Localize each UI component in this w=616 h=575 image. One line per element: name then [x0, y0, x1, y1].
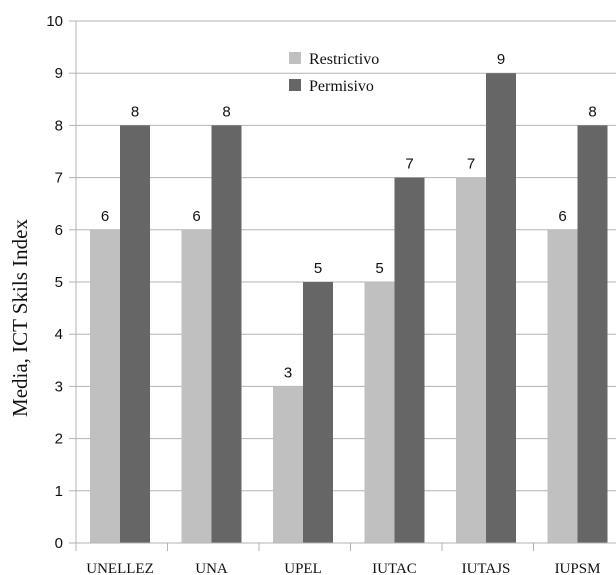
y-tick-label-2: 2	[55, 431, 63, 448]
data-label-restrictivo-iutajs: 7	[467, 156, 475, 173]
bar-permisivo-una	[211, 125, 242, 544]
bar-restrictivo-iupsm	[547, 229, 578, 544]
data-label-restrictivo-iutac: 5	[375, 260, 383, 277]
data-label-permisivo-una: 8	[222, 103, 230, 120]
x-category-label-iupsm: IUPSM	[555, 561, 601, 575]
y-tick-label-10: 10	[46, 13, 63, 30]
data-label-permisivo-unellez: 8	[131, 103, 139, 120]
x-category-label-unellez: UNELLEZ	[86, 561, 153, 575]
legend-swatch-restrictivo	[289, 52, 301, 64]
data-label-permisivo-iupsm: 8	[588, 103, 596, 120]
gridlines	[76, 20, 616, 544]
data-labels: 6 8 6 8 3 5 5 7 7 9 6 8	[101, 51, 597, 381]
legend: Restrictivo Permisivo	[289, 51, 379, 95]
data-label-restrictivo-upel: 3	[284, 364, 292, 381]
data-label-restrictivo-unellez: 6	[101, 208, 109, 225]
legend-label-restrictivo: Restrictivo	[309, 51, 379, 68]
bar-restrictivo-una	[181, 229, 212, 544]
y-tick-label-9: 9	[55, 65, 63, 82]
y-tick-label-8: 8	[55, 117, 63, 134]
bar-permisivo-unellez	[120, 125, 150, 544]
x-category-label-upel: UPEL	[284, 561, 322, 575]
x-category-label-iutac: IUTAC	[372, 561, 417, 575]
y-tick-label-0: 0	[55, 535, 63, 552]
y-tick-label-7: 7	[55, 170, 63, 187]
axes: 0 1 2 3 4 5 6 7 8 9 10 UNELLEZ UNA UPEL IUTAC IUTAJS IUP…	[46, 13, 616, 575]
y-tick-label-5: 5	[55, 274, 63, 291]
x-category-label-iutajs: IUTAJS	[462, 561, 511, 575]
legend-swatch-permisivo	[289, 79, 301, 91]
y-tick-label-6: 6	[55, 222, 63, 239]
y-tick-label-1: 1	[55, 483, 63, 500]
data-label-permisivo-upel: 5	[314, 260, 322, 277]
data-label-restrictivo-iupsm: 6	[558, 208, 566, 225]
y-tick-label-4: 4	[55, 326, 63, 343]
bar-permisivo-iutac	[394, 177, 425, 543]
bar-restrictivo-iutac	[364, 282, 395, 543]
legend-label-permisivo: Permisivo	[309, 78, 374, 95]
data-label-permisivo-iutajs: 9	[497, 51, 505, 68]
y-tick-label-3: 3	[55, 378, 63, 395]
y-axis-title: Media, ICT Skils Index	[8, 219, 32, 417]
bar-permisivo-upel	[303, 282, 333, 543]
data-label-permisivo-iutac: 7	[405, 156, 413, 173]
bar-restrictivo-iutajs	[456, 177, 486, 543]
x-category-label-una: UNA	[195, 561, 228, 575]
data-label-restrictivo-una: 6	[192, 208, 200, 225]
bar-restrictivo-unellez	[90, 229, 120, 544]
bar-permisivo-iupsm	[577, 125, 608, 544]
bar-permisivo-iutajs	[486, 73, 516, 543]
bars	[90, 73, 608, 544]
bar-restrictivo-upel	[273, 386, 303, 543]
